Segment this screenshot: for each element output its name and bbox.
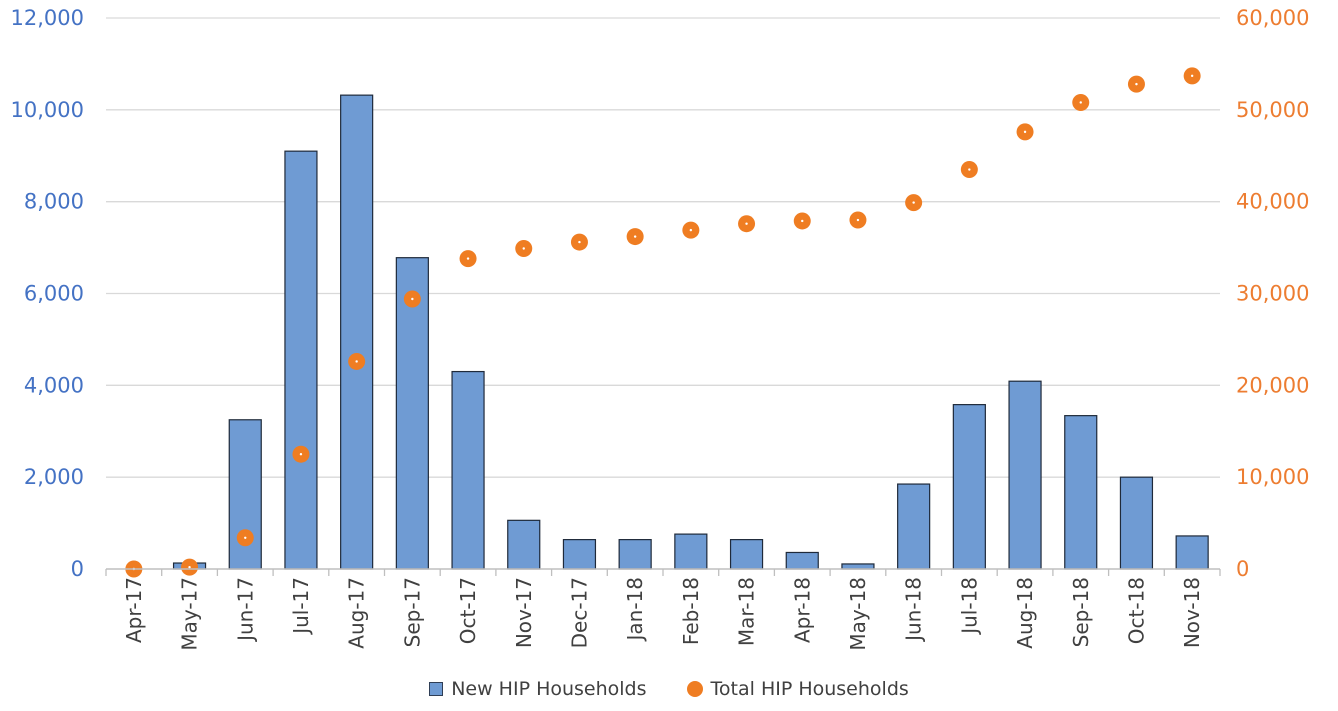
x-tick-label: Jun-18 — [902, 577, 926, 643]
left-tick-label: 6,000 — [24, 282, 84, 306]
bar — [1175, 535, 1209, 570]
x-tick-label: Nov-17 — [512, 577, 536, 648]
legend-label-total: Total HIP Households — [710, 678, 909, 700]
dot-highlight — [411, 297, 414, 301]
dot-highlight — [244, 536, 247, 539]
x-tick-label: Feb-18 — [679, 577, 703, 645]
x-tick-label: Apr-18 — [790, 577, 814, 643]
legend-label-new: New HIP Households — [451, 678, 647, 700]
bar — [841, 563, 875, 570]
x-tick-label: Oct-17 — [456, 577, 480, 644]
left-tick-label: 12,000 — [11, 6, 84, 30]
dot-highlight — [188, 565, 191, 569]
dot-highlight — [856, 218, 860, 222]
bar — [340, 94, 374, 570]
left-tick-label: 0 — [71, 557, 84, 581]
bar — [897, 483, 931, 570]
dot-highlight — [801, 219, 804, 223]
dot-highlight — [1079, 101, 1082, 104]
left-tick-label: 8,000 — [24, 190, 84, 214]
dot-highlight — [968, 168, 971, 171]
x-axis-ticks: Apr-17 May-17 Jun-17 Jul-17 Aug-17 Sep-17 Oct-… — [122, 577, 1204, 651]
dot-highlight — [299, 453, 303, 456]
legend-item-new[interactable]: New HIP Households — [429, 678, 647, 700]
x-tick-label: Aug-17 — [345, 577, 369, 649]
dot-highlight — [912, 201, 915, 204]
bar — [284, 150, 318, 570]
left-tick-label: 2,000 — [24, 465, 84, 489]
right-tick-label: 40,000 — [1236, 190, 1309, 214]
right-axis-ticks: 0 10,000 20,000 30,000 40,000 50,000 60,000 — [1236, 6, 1309, 581]
dot-highlight — [1190, 74, 1194, 78]
dot-highlight — [1135, 82, 1138, 86]
bar — [674, 533, 708, 570]
dot-highlight — [466, 257, 470, 260]
left-axis-ticks: 0 2,000 4,000 6,000 8,000 10,000 12,000 — [11, 6, 84, 581]
bar — [952, 404, 986, 570]
dot-highlight — [355, 360, 358, 363]
x-tick-label: Jul-17 — [289, 577, 313, 636]
dot-highlight — [1023, 130, 1027, 134]
dot-highlight — [689, 228, 693, 232]
legend-item-total[interactable]: Total HIP Households — [686, 678, 909, 700]
bar — [451, 370, 485, 570]
axes — [105, 568, 1221, 576]
right-tick-label: 60,000 — [1236, 6, 1309, 30]
right-tick-label: 0 — [1236, 557, 1249, 581]
dot-highlight — [633, 235, 637, 238]
bar — [1119, 476, 1154, 570]
x-tick-label: May-18 — [846, 577, 870, 651]
bar-series — [172, 94, 1209, 570]
bar — [395, 257, 429, 570]
bar — [228, 419, 262, 570]
bar — [729, 539, 764, 570]
right-tick-label: 30,000 — [1236, 282, 1309, 306]
left-tick-label: 10,000 — [11, 98, 84, 122]
dot-highlight — [745, 222, 748, 225]
bar — [562, 539, 597, 570]
bar — [507, 519, 541, 570]
gridlines — [106, 17, 1220, 478]
bar — [1008, 380, 1042, 570]
x-tick-label: Jun-17 — [233, 577, 257, 643]
right-tick-label: 10,000 — [1236, 465, 1309, 489]
x-tick-label: Jan-18 — [623, 577, 647, 643]
dot-swatch-icon — [686, 681, 703, 697]
bar — [618, 539, 652, 570]
dot-highlight — [578, 240, 581, 244]
x-tick-label: Aug-18 — [1013, 577, 1037, 649]
x-tick-label: Nov-18 — [1180, 577, 1204, 648]
x-tick-label: Sep-17 — [400, 577, 424, 647]
x-tick-label: May-17 — [178, 577, 202, 651]
x-tick-label: Dec-17 — [567, 577, 591, 648]
bar-swatch-icon — [429, 682, 444, 696]
dot-series — [125, 67, 1201, 578]
x-tick-label: Sep-18 — [1069, 577, 1093, 647]
x-tick-label: Apr-17 — [122, 577, 146, 643]
bar — [785, 551, 819, 570]
legend: New HIP Households Total HIP Households — [0, 678, 1338, 700]
x-tick-label: Oct-18 — [1124, 577, 1148, 644]
x-tick-label: Mar-18 — [735, 577, 759, 646]
right-tick-label: 50,000 — [1236, 98, 1309, 122]
right-tick-label: 20,000 — [1236, 373, 1309, 397]
bar — [1064, 415, 1098, 570]
dot-highlight — [522, 247, 525, 250]
x-tick-label: Jul-18 — [957, 577, 981, 636]
left-tick-label: 4,000 — [24, 373, 84, 397]
